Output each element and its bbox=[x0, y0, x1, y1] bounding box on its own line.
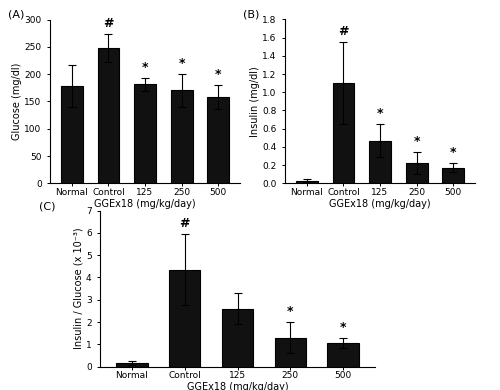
Bar bbox=[61, 86, 83, 183]
X-axis label: GGEx18 (mg/kg/day): GGEx18 (mg/kg/day) bbox=[329, 199, 431, 209]
Bar bbox=[328, 343, 359, 367]
Text: *: * bbox=[414, 135, 420, 148]
X-axis label: GGEx18 (mg/kg/day): GGEx18 (mg/kg/day) bbox=[94, 199, 196, 209]
Bar bbox=[116, 363, 148, 367]
X-axis label: GGEx18 (mg/kg/day): GGEx18 (mg/kg/day) bbox=[186, 382, 288, 390]
Text: (A): (A) bbox=[8, 10, 24, 20]
Bar bbox=[170, 90, 192, 183]
Text: #: # bbox=[180, 217, 190, 230]
Bar bbox=[98, 48, 120, 183]
Text: (C): (C) bbox=[40, 201, 56, 211]
Text: *: * bbox=[215, 68, 222, 81]
Bar bbox=[222, 308, 254, 367]
Bar bbox=[332, 83, 354, 183]
Y-axis label: Insulin (mg/dl): Insulin (mg/dl) bbox=[250, 66, 260, 137]
Bar bbox=[406, 163, 427, 183]
Bar bbox=[134, 85, 156, 183]
Text: *: * bbox=[450, 146, 456, 159]
Y-axis label: Insulin / Glucose (x 10⁻³): Insulin / Glucose (x 10⁻³) bbox=[73, 228, 83, 349]
Text: (B): (B) bbox=[243, 10, 260, 20]
Bar bbox=[369, 140, 391, 183]
Bar bbox=[274, 338, 306, 367]
Text: *: * bbox=[178, 57, 185, 70]
Text: #: # bbox=[103, 17, 114, 30]
Text: *: * bbox=[377, 107, 384, 120]
Bar bbox=[169, 269, 200, 367]
Text: *: * bbox=[287, 305, 294, 318]
Y-axis label: Glucose (mg/dl): Glucose (mg/dl) bbox=[12, 63, 22, 140]
Bar bbox=[207, 97, 229, 183]
Text: *: * bbox=[340, 321, 346, 334]
Bar bbox=[442, 168, 464, 183]
Bar bbox=[296, 181, 318, 183]
Text: *: * bbox=[142, 61, 148, 74]
Text: #: # bbox=[338, 25, 348, 38]
